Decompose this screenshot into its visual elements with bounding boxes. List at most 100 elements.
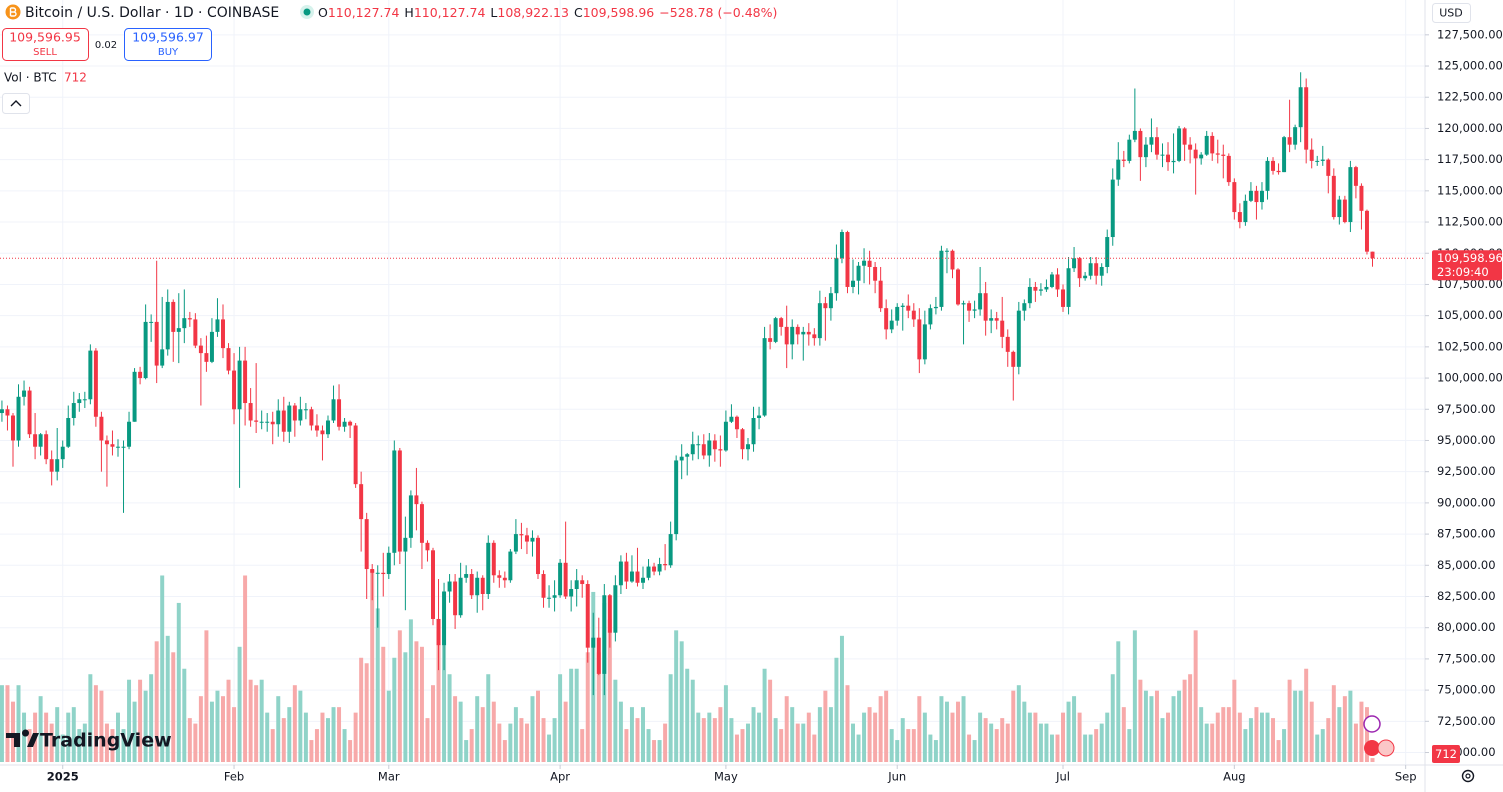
volume-bar [773, 718, 778, 762]
volume-bar [237, 646, 242, 762]
candle-body [911, 310, 916, 320]
settings-icon-center [1465, 773, 1471, 779]
candle-body [906, 305, 911, 311]
volume-bar [110, 729, 115, 762]
candle-body [375, 572, 380, 574]
sell-button[interactable] [2, 28, 89, 61]
candle-body [668, 534, 673, 566]
volume-bar [1171, 696, 1176, 762]
volume-bar [1188, 674, 1193, 762]
candle-body [690, 444, 695, 455]
buy-button[interactable] [124, 28, 212, 61]
volume-bar [884, 690, 889, 762]
volume-bar [265, 712, 270, 762]
ohlc-value: 110,127.74 [328, 5, 400, 20]
candle-body [265, 421, 270, 423]
candle-body [839, 232, 844, 259]
candle-body [795, 326, 800, 335]
currency-button[interactable] [1432, 3, 1471, 23]
volume-bar [38, 696, 43, 762]
candle-body [1121, 159, 1126, 161]
volume-bar [209, 701, 214, 762]
volume-bar [1049, 734, 1054, 762]
candle-body [613, 585, 618, 633]
candle-body [55, 459, 60, 472]
volume-bar [1243, 729, 1248, 762]
volume-bar [1011, 690, 1016, 762]
volume-bar [950, 712, 955, 762]
collapse-button[interactable] [2, 93, 30, 114]
volume-bar [303, 712, 308, 762]
volume-bar [502, 740, 507, 762]
candle-body [707, 440, 712, 456]
candle-body [1166, 154, 1171, 163]
candle-body [828, 293, 833, 309]
volume-bar [701, 718, 706, 762]
volume-bar [1287, 679, 1292, 762]
candle-body [436, 618, 441, 646]
candle-body [878, 280, 883, 309]
candle-body [287, 405, 292, 432]
volume-bar [1309, 701, 1314, 762]
y-tick-label: 120,000.00 [1437, 121, 1503, 135]
volume-bar [259, 679, 264, 762]
candle-body [326, 420, 330, 435]
volume-bar [320, 712, 325, 762]
candle-body [734, 416, 739, 430]
chevron-icon [10, 100, 22, 107]
candle-body [1083, 275, 1088, 279]
volume-bar [1254, 707, 1259, 762]
candle-body [226, 348, 231, 371]
candle-body [292, 405, 297, 421]
y-tick-label: 92,500.00 [1437, 464, 1496, 478]
volume-bar [458, 701, 463, 762]
candle-body [1110, 179, 1115, 238]
volume-bar [425, 718, 430, 762]
candle-body [1182, 128, 1187, 145]
candle-body [884, 308, 889, 330]
candle-body [928, 308, 933, 325]
event-icon[interactable] [1364, 740, 1380, 756]
volume-bar [1077, 712, 1082, 762]
candle-body [243, 360, 248, 404]
volume-bar [143, 690, 148, 762]
volume-bar [182, 668, 187, 762]
candle-body [1309, 149, 1314, 161]
x-tick-label: Apr [550, 770, 570, 784]
volume-bar [558, 674, 563, 762]
candle-body [851, 280, 855, 287]
candle-body [1342, 199, 1347, 223]
candle-body [900, 305, 905, 307]
candle-body [607, 595, 612, 633]
candle-body [143, 321, 148, 379]
candle-body [1243, 200, 1248, 223]
last-price-badge [1432, 250, 1502, 281]
volume-bar [1105, 712, 1110, 762]
logo-icon [6, 729, 39, 747]
candle-body [641, 577, 645, 583]
candle-body [1320, 159, 1325, 161]
volume-bar [917, 696, 922, 762]
volume-bar [1088, 734, 1093, 762]
candle-body [215, 319, 220, 332]
event-icon[interactable] [1377, 739, 1395, 757]
candle-body [1066, 268, 1071, 307]
alert-icon[interactable] [1363, 715, 1381, 733]
volume-bar [746, 723, 750, 762]
volume-bar [889, 729, 894, 762]
candle-body [176, 328, 181, 332]
ohlc-key: C [574, 5, 583, 20]
candle-body [1016, 310, 1021, 367]
candle-body [1298, 87, 1303, 128]
volume-bar [386, 690, 391, 762]
candle-body [82, 399, 87, 401]
candle-body [624, 561, 629, 582]
volume-bar [635, 718, 640, 762]
volume-bar [873, 712, 878, 762]
candle-body [364, 519, 369, 570]
settings-icon[interactable] [1461, 769, 1475, 783]
volume-bar [751, 707, 756, 762]
candle-body [757, 415, 762, 419]
volume-bar [668, 674, 673, 762]
volume-bar [1066, 701, 1071, 762]
